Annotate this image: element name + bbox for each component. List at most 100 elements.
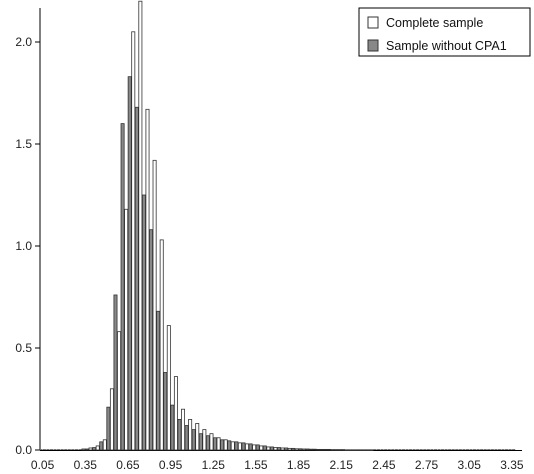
- bar-complete-sample: [166, 325, 171, 451]
- bar-sample-without-cpa1: [369, 449, 374, 451]
- x-tick-label: 0.95: [159, 458, 183, 472]
- bar-complete-sample: [124, 208, 129, 451]
- bar-complete-sample: [259, 445, 264, 451]
- bar-complete-sample: [173, 376, 178, 451]
- x-tick-label: 0.05: [31, 458, 55, 472]
- bar-sample-without-cpa1: [177, 418, 182, 451]
- bar-complete-sample: [81, 448, 86, 451]
- bar-sample-without-cpa1: [319, 448, 324, 451]
- bar-sample-without-cpa1: [205, 435, 210, 451]
- bar-sample-without-cpa1: [298, 448, 303, 451]
- bar-sample-without-cpa1: [184, 425, 189, 451]
- bar-sample-without-cpa1: [333, 449, 338, 451]
- x-tick-label: 0.65: [116, 458, 140, 472]
- bar-sample-without-cpa1: [312, 448, 317, 451]
- x-tick-label: 2.75: [415, 458, 439, 472]
- x-tick-label: 3.35: [500, 458, 524, 472]
- bar-sample-without-cpa1: [362, 449, 367, 451]
- bar-sample-without-cpa1: [127, 76, 132, 451]
- bar-complete-sample: [88, 447, 93, 451]
- y-tick-label: 1.0: [15, 239, 32, 253]
- bar-sample-without-cpa1: [198, 433, 203, 451]
- bar-complete-sample: [152, 159, 157, 451]
- bar-complete-sample: [344, 449, 349, 451]
- bar-complete-sample: [309, 448, 313, 451]
- bar-complete-sample: [138, 0, 143, 451]
- x-tick-label: 2.45: [372, 458, 396, 472]
- bar-complete-sample: [351, 449, 356, 451]
- bar-sample-without-cpa1: [355, 449, 360, 451]
- bar-sample-without-cpa1: [284, 447, 289, 451]
- bar-complete-sample: [365, 449, 370, 451]
- axes: [39, 8, 522, 451]
- bar-sample-without-cpa1: [85, 448, 90, 451]
- bar-complete-sample: [159, 239, 164, 451]
- bar-sample-without-cpa1: [191, 429, 196, 451]
- bar-sample-without-cpa1: [255, 444, 260, 451]
- bar-complete-sample: [245, 443, 249, 451]
- bar-sample-without-cpa1: [113, 294, 118, 451]
- x-tick-label: 3.05: [458, 458, 482, 472]
- bars: [39, 0, 516, 451]
- bar-complete-sample: [280, 447, 285, 451]
- bar-complete-sample: [95, 445, 100, 451]
- bar-complete-sample: [252, 444, 257, 451]
- bar-complete-sample: [195, 423, 200, 451]
- bar-complete-sample: [117, 331, 122, 451]
- bar-complete-sample: [323, 448, 328, 451]
- bar-sample-without-cpa1: [170, 404, 175, 451]
- x-tick-label: 0.35: [74, 458, 98, 472]
- bar-complete-sample: [102, 439, 107, 451]
- bar-complete-sample: [287, 447, 292, 451]
- bar-complete-sample: [188, 418, 193, 451]
- x-tick-label: 2.15: [330, 458, 354, 472]
- legend-swatch: [367, 39, 379, 52]
- bar-sample-without-cpa1: [220, 439, 225, 451]
- bar-complete-sample: [237, 442, 242, 451]
- tick-labels: 0.0 0.5 1.0 1.5 2.0 0.05 0.35 0.65 0.95 1.25 1.55 1…: [15, 35, 524, 472]
- bar-sample-without-cpa1: [269, 446, 274, 451]
- bar-complete-sample: [266, 446, 271, 451]
- bar-sample-without-cpa1: [156, 310, 161, 451]
- legend-swatch: [367, 16, 379, 29]
- legend-label: Sample without CPA1: [386, 39, 507, 53]
- bar-complete-sample: [145, 108, 150, 451]
- bar-sample-without-cpa1: [106, 406, 111, 451]
- legend-label: Complete sample: [386, 16, 483, 30]
- bar-sample-without-cpa1: [134, 106, 139, 451]
- bar-complete-sample: [294, 448, 299, 451]
- bar-sample-without-cpa1: [305, 448, 310, 451]
- y-tick-label: 0.0: [15, 443, 32, 457]
- legend: Complete sample Sample without CPA1: [358, 7, 531, 57]
- bar-sample-without-cpa1: [348, 449, 353, 451]
- bar-sample-without-cpa1: [92, 447, 97, 451]
- bar-complete-sample: [316, 448, 321, 451]
- bar-sample-without-cpa1: [120, 123, 125, 451]
- bar-sample-without-cpa1: [213, 437, 217, 451]
- bar-sample-without-cpa1: [262, 445, 267, 451]
- x-tick-label: 1.25: [202, 458, 226, 472]
- bar-sample-without-cpa1: [227, 440, 232, 451]
- bar-sample-without-cpa1: [234, 441, 239, 451]
- legend-box: [358, 7, 531, 57]
- bar-sample-without-cpa1: [141, 194, 146, 451]
- bar-complete-sample: [202, 429, 207, 451]
- bar-complete-sample: [131, 31, 136, 451]
- x-tick-label: 1.55: [244, 458, 268, 472]
- bar-complete-sample: [223, 439, 228, 451]
- bar-sample-without-cpa1: [149, 229, 154, 451]
- bar-sample-without-cpa1: [341, 449, 345, 451]
- bar-complete-sample: [337, 449, 342, 451]
- bar-sample-without-cpa1: [163, 372, 168, 451]
- bar-sample-without-cpa1: [291, 447, 296, 451]
- bar-complete-sample: [209, 433, 214, 451]
- bar-complete-sample: [273, 447, 278, 451]
- bar-complete-sample: [301, 448, 306, 451]
- bar-complete-sample: [358, 449, 363, 451]
- y-tick-label: 1.5: [15, 137, 32, 151]
- bar-sample-without-cpa1: [326, 448, 331, 451]
- bar-sample-without-cpa1: [99, 441, 104, 451]
- bar-complete-sample: [181, 408, 186, 451]
- bar-sample-without-cpa1: [277, 447, 281, 451]
